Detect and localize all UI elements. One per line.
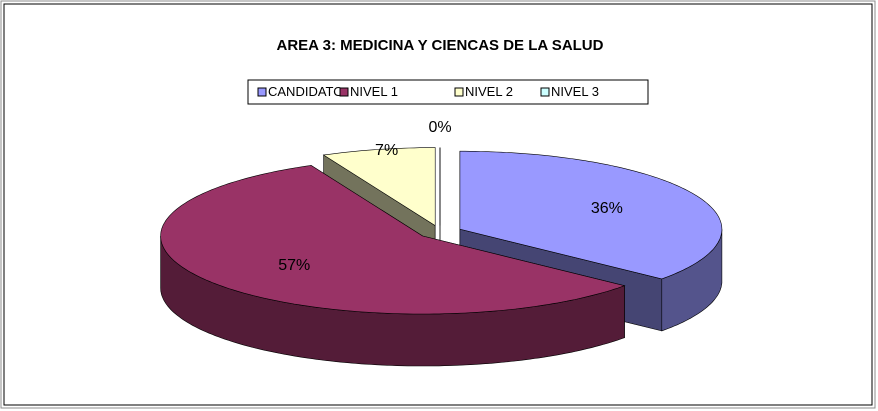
chart-title: AREA 3: MEDICINA Y CIENCAS DE LA SALUD [277,37,604,54]
legend-box [247,79,649,105]
legend-label: NIVEL 3 [551,84,599,99]
slice [459,150,723,332]
data-label: 36% [591,200,623,217]
legend-swatch [540,87,550,97]
slice-top [459,150,723,280]
plot-frame [3,3,873,406]
legend-label: NIVEL 2 [465,84,513,99]
legend-swatch [454,87,464,97]
legend-swatch [257,87,267,97]
slice-top [322,147,436,227]
legend-label: NIVEL 1 [350,84,398,99]
data-label: 7% [375,142,398,159]
data-label: 57% [278,257,310,274]
data-label: 0% [428,119,451,136]
legend-swatch [339,87,349,97]
slice [160,164,626,367]
slice-top [160,165,626,315]
legend-label: CANDIDATO [268,84,343,99]
